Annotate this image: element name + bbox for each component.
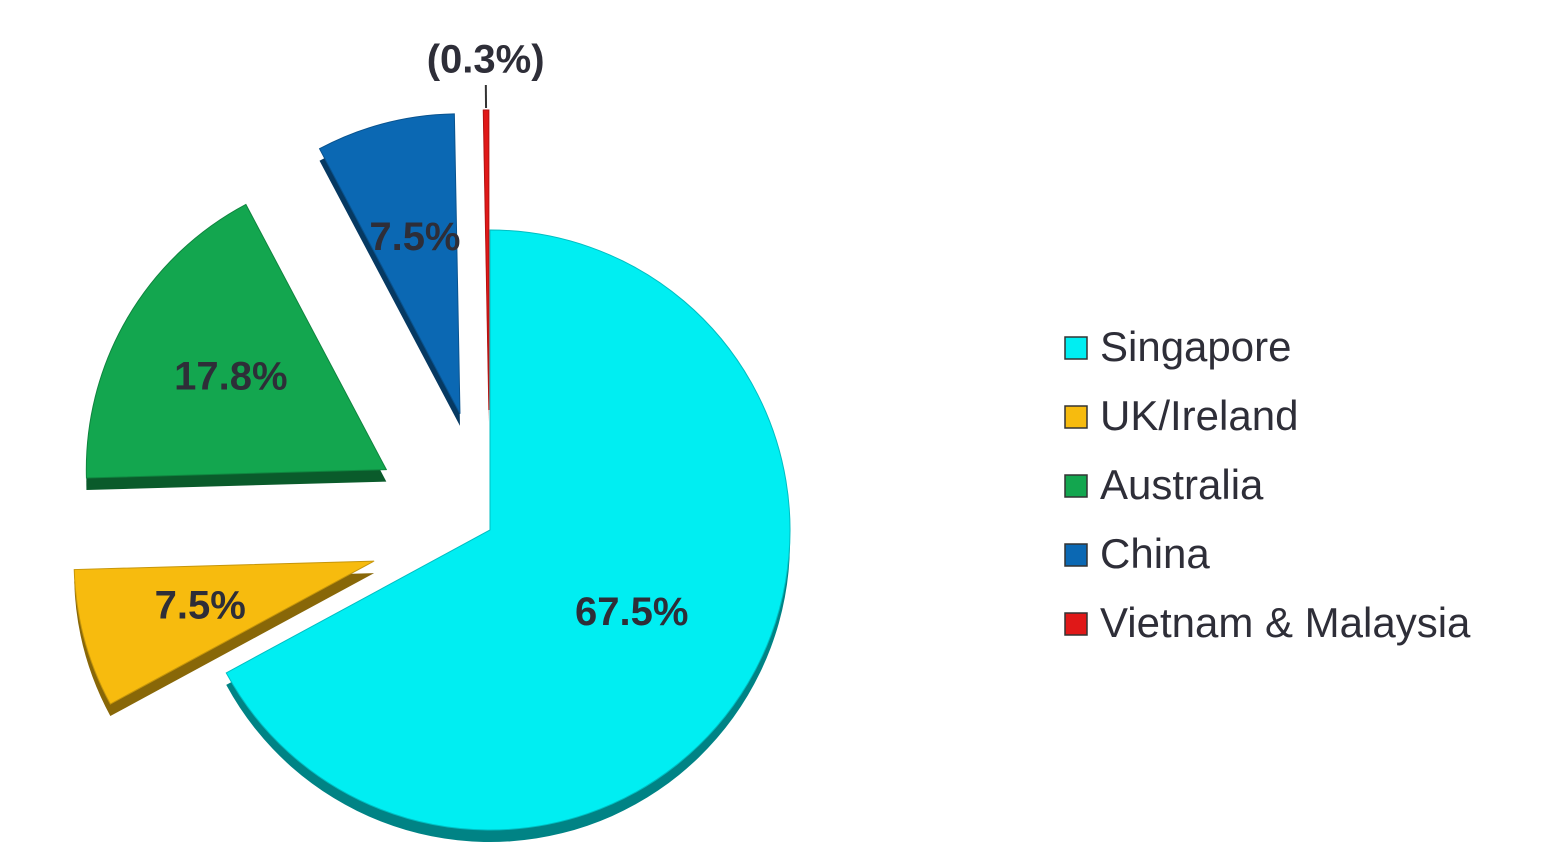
legend-label: Vietnam & Malaysia	[1100, 599, 1471, 646]
slice	[85, 203, 388, 479]
legend-label: China	[1100, 530, 1210, 577]
legend-label: UK/Ireland	[1100, 392, 1298, 439]
legend-label: Singapore	[1100, 323, 1291, 370]
data-label: 7.5%	[369, 215, 460, 259]
legend-swatch	[1064, 543, 1088, 567]
data-label: (0.3%)	[427, 38, 545, 82]
legend-swatch	[1064, 405, 1088, 429]
legend-label: Australia	[1100, 461, 1264, 508]
slice	[225, 229, 791, 831]
slice	[73, 560, 375, 705]
data-label: 67.5%	[575, 590, 688, 634]
legend-swatch	[1064, 612, 1088, 636]
legend-swatch	[1064, 336, 1088, 360]
data-label: 17.8%	[174, 354, 287, 398]
data-label: 7.5%	[155, 583, 246, 627]
legend-swatch	[1064, 474, 1088, 498]
slice	[482, 109, 490, 411]
slice	[318, 113, 461, 415]
